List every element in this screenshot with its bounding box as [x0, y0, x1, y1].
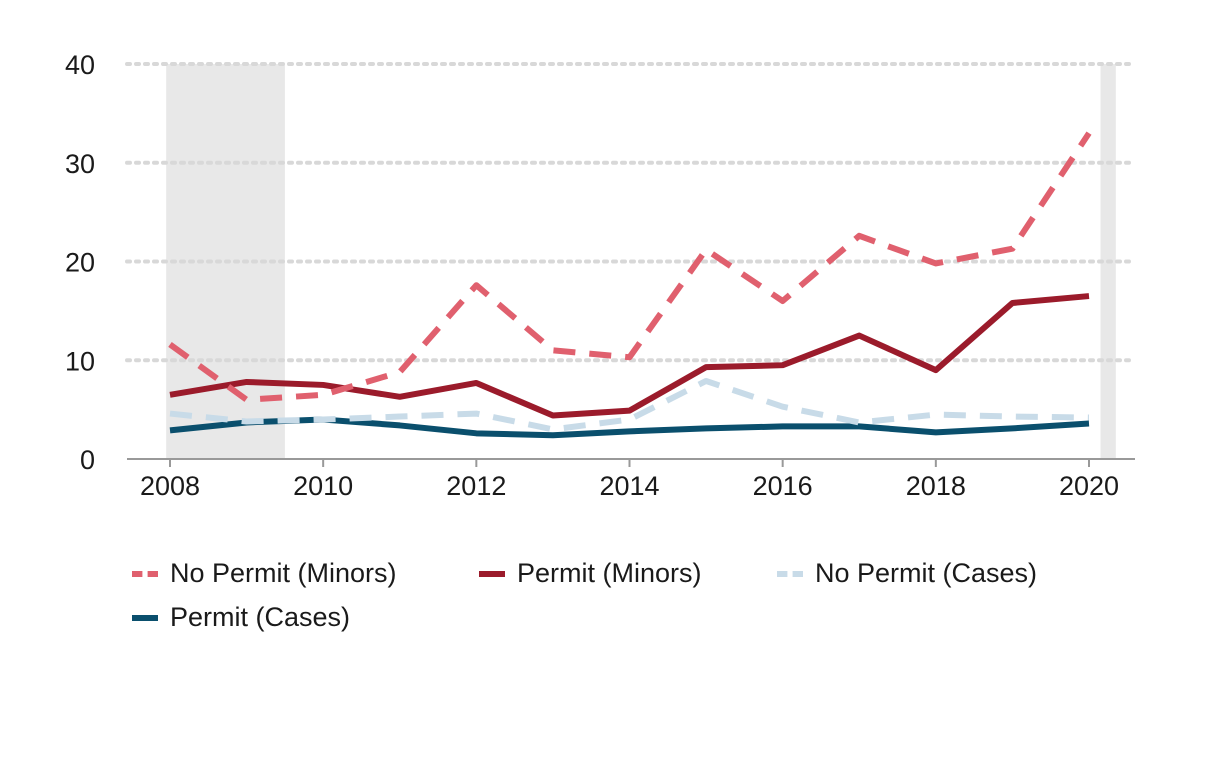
x-tick-label: 2016 [753, 471, 813, 501]
y-tick-label: 10 [65, 346, 95, 376]
y-tick-label: 0 [80, 445, 95, 475]
y-tick-label: 30 [65, 149, 95, 179]
legend-label: No Permit (Cases) [815, 558, 1038, 588]
legend-label: Permit (Cases) [170, 602, 351, 632]
series-line-2 [169, 377, 1090, 433]
series-line-3 [169, 416, 1090, 439]
legend-swatch [777, 570, 803, 577]
x-tick-labels: 2008 2010 2012 2014 2016 2018 2020 [140, 471, 1119, 501]
x-tick-label: 2020 [1059, 471, 1119, 501]
series-lines [168, 131, 1092, 439]
x-tick-label: 2014 [599, 471, 659, 501]
x-tick-label: 2010 [293, 471, 353, 501]
legend-label: No Permit (Minors) [170, 558, 397, 588]
legend-swatch [132, 570, 158, 577]
y-tick-label: 20 [65, 248, 95, 278]
x-tick-label: 2008 [140, 471, 200, 501]
legend-label: Permit (Minors) [517, 558, 702, 588]
y-tick-label: 40 [65, 50, 95, 80]
legend-swatch [132, 614, 158, 621]
x-axis [127, 458, 1135, 467]
gridlines [125, 62, 1137, 363]
series-line-1 [169, 293, 1090, 419]
y-tick-labels: 0 10 20 30 40 [65, 50, 95, 475]
legend-item-2: No Permit (Cases) [777, 558, 1037, 589]
legend-item-3: Permit (Cases) [132, 602, 350, 633]
legend-item-1: Permit (Minors) [479, 558, 702, 589]
series-line-0 [168, 131, 1092, 403]
legend-item-0: No Permit (Minors) [132, 558, 397, 589]
legend-swatch [479, 570, 505, 577]
x-tick-label: 2012 [446, 471, 506, 501]
x-tick-label: 2018 [906, 471, 966, 501]
